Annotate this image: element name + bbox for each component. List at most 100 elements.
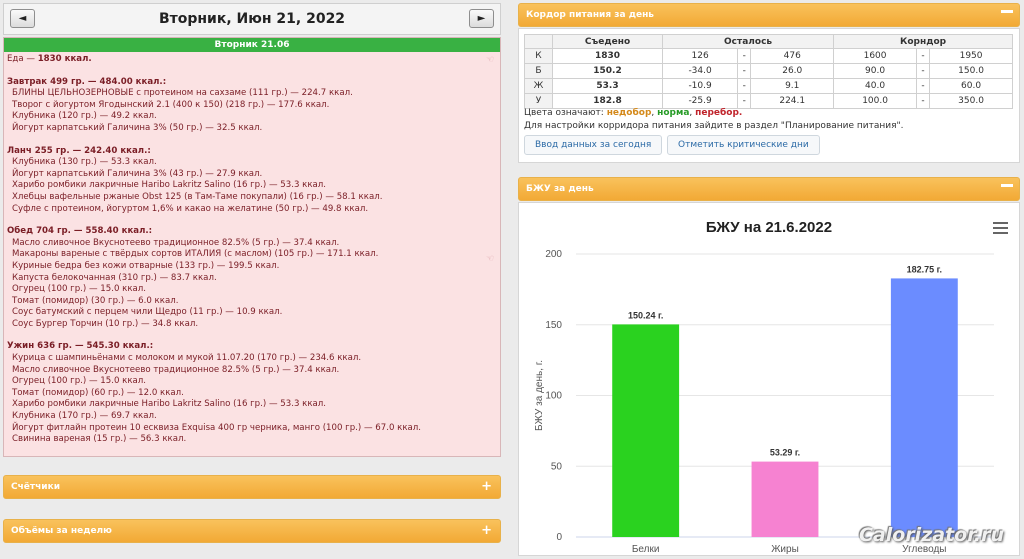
food-item[interactable]: Творог с йогуртом Ягодынский 2.1 (400 к …	[12, 99, 330, 110]
left-max-cell: 224.1	[750, 93, 835, 109]
y-tick-label: 200	[545, 249, 562, 260]
eaten-cell: 182.8	[552, 93, 663, 109]
eaten-cell: 1830	[552, 48, 663, 64]
food-item[interactable]: Масло сливочное Вкуснотеево традиционное…	[12, 237, 340, 248]
next-day-button[interactable]: ►	[469, 9, 494, 28]
y-axis-label: БЖУ за день, г.	[534, 360, 545, 431]
hand-pointer-icon: ☜	[486, 254, 495, 264]
day-header: Вторник 21.06	[4, 38, 500, 52]
dash-cell: -	[737, 48, 752, 64]
corridor-panel-title: Кордор питания за день	[526, 10, 654, 20]
bju-panel-header[interactable]: БЖУ за день	[518, 177, 1020, 201]
dash-cell: -	[915, 93, 931, 109]
left-min-cell: -10.9	[661, 78, 739, 94]
left-min-cell: -34.0	[661, 63, 739, 79]
collapse-minus-icon[interactable]	[1001, 10, 1013, 13]
food-item[interactable]: Томат (помидор) (30 гр.) — 6.0 ккал.	[12, 295, 179, 306]
food-item[interactable]: Макароны вареные с твёрдых сортов ИТАЛИЯ…	[12, 249, 379, 260]
day-total: Еда — 1830 ккал.	[7, 54, 497, 66]
meal-title: Ужин 636 гр. — 545.30 ккал.:	[7, 341, 154, 352]
corridor-min-cell: 1600	[833, 48, 917, 64]
eaten-cell: 53.3	[552, 78, 663, 94]
food-item[interactable]: Куриные бедра без кожи отварные (133 гр.…	[12, 260, 280, 271]
weekly-volumes-accordion[interactable]: Объёмы за неделю +	[3, 519, 501, 543]
meal-title: Обед 704 гр. — 558.40 ккал.:	[7, 226, 153, 237]
corridor-max-cell: 350.0	[929, 93, 1013, 109]
bju-panel-title: БЖУ за день	[526, 184, 594, 194]
right-column: Кордор питания за день Съедено Осталось …	[514, 0, 1024, 556]
food-item[interactable]: Томат (помидор) (60 гр.) — 12.0 ккал.	[12, 387, 184, 398]
prev-day-button[interactable]: ◄	[10, 9, 35, 28]
collapse-minus-icon[interactable]	[1001, 184, 1013, 187]
chart-title: БЖУ на 21.6.2022	[706, 219, 832, 236]
food-item[interactable]: Суфле с протеином, йогуртом 1,6% и какао…	[12, 203, 369, 214]
color-sep: ,	[651, 108, 658, 118]
food-item[interactable]: Огурец (100 гр.) — 15.0 ккал.	[12, 376, 147, 387]
counters-title: Счётчики	[11, 482, 61, 492]
left-column: ◄ Вторник, Июн 21, 2022 ► Вторник 21.06 …	[0, 0, 506, 556]
weekly-volumes-title: Объёмы за неделю	[11, 526, 112, 536]
bar-жиры	[751, 461, 819, 537]
day-total-label: Еда —	[7, 54, 38, 64]
food-item[interactable]: Клубника (130 гр.) — 53.3 ккал.	[12, 157, 157, 168]
corridor-panel-header[interactable]: Кордор питания за день	[518, 3, 1020, 27]
bju-chart-svg: БЖУ на 21.6.2022 0 50 100 150 200 БЖУ за день,…	[534, 219, 994, 555]
date-title: Вторник, Июн 21, 2022	[158, 11, 346, 27]
food-item[interactable]: Харибо ромбики лакричные Haribo Lakritz …	[12, 180, 327, 191]
left-header: Осталось	[661, 34, 835, 49]
left-max-cell: 476	[750, 48, 835, 64]
y-tick-label: 150	[545, 320, 562, 331]
nutrient-cell: Б	[524, 63, 553, 79]
dash-cell: -	[737, 93, 752, 109]
food-item[interactable]: Соус Бургер Торчин (10 гр.) — 34.8 ккал.	[12, 318, 199, 329]
expand-plus-icon[interactable]: +	[481, 523, 492, 538]
left-max-cell: 9.1	[750, 78, 835, 94]
x-tick-label: Углеводы	[902, 544, 946, 555]
food-item[interactable]: Хлебцы вафельные ржаные Obst 125 (в Там-…	[12, 191, 383, 202]
dash-cell: -	[915, 78, 931, 94]
corridor-hint: Для настройки корридора питания зайдите …	[524, 121, 904, 131]
bar-белки	[612, 324, 680, 537]
corridor-panel: Съедено Осталось Корндор К 1830 126-476 160…	[518, 28, 1020, 163]
y-tick-label: 100	[545, 391, 562, 402]
chart-menu-icon[interactable]	[993, 222, 1008, 234]
date-navigation-bar: ◄ Вторник, Июн 21, 2022 ►	[3, 3, 501, 35]
food-item[interactable]: Огурец (100 гр.) — 15.0 ккал.	[12, 284, 147, 295]
color-sep: ,	[689, 108, 696, 118]
bar-углеводы	[890, 278, 958, 537]
food-item[interactable]: Капуста белокочанная (310 гр.) — 83.7 кк…	[12, 272, 217, 283]
bju-chart: БЖУ на 21.6.2022 0 50 100 150 200 БЖУ за день,…	[524, 208, 1014, 555]
food-item[interactable]: Клубника (120 гр.) — 49.2 ккал.	[12, 111, 157, 122]
food-item[interactable]: Свинина вареная (15 гр.) — 56.3 ккал.	[12, 434, 187, 445]
food-item[interactable]: Йогурт фитлайн протеин 10 есквиза Exquis…	[12, 422, 422, 433]
color-legend: Цвета означают: недобор, норма, перебор.	[524, 108, 742, 118]
y-tick-label: 50	[551, 461, 563, 472]
corridor-max-cell: 150.0	[929, 63, 1013, 79]
data-label: 53.29 г.	[770, 448, 800, 458]
food-item[interactable]: Йогурт карпатський Галичина 3% (43 гр.) …	[12, 168, 263, 179]
dash-cell: -	[737, 78, 752, 94]
watermark-logo: Calorizator.ru	[858, 524, 1004, 546]
color-over: перебор.	[695, 108, 743, 118]
dash-cell: -	[915, 48, 931, 64]
eaten-header: Съедено	[552, 34, 663, 49]
food-item[interactable]: Йогурт карпатський Галичина 3% (50 гр.) …	[12, 122, 263, 133]
food-item[interactable]: Клубника (170 гр.) — 69.7 ккал.	[12, 411, 157, 422]
food-item[interactable]: Курица с шампиньёнами с молоком и мукой …	[12, 353, 362, 364]
day-total-value: 1830 ккал.	[37, 54, 92, 64]
nutrient-cell: У	[524, 93, 553, 109]
food-item[interactable]: Соус батумский с перцем чили Щедро (11 г…	[12, 307, 283, 318]
food-item[interactable]: БЛИНЫ ЦЕЛЬНОЗЕРНОВЫЕ с протеином на сахз…	[12, 88, 353, 99]
food-item[interactable]: Харибо ромбики лакричные Haribo Lakritz …	[12, 399, 327, 410]
food-item[interactable]: Масло сливочное Вкуснотеево традиционное…	[12, 364, 340, 375]
expand-plus-icon[interactable]: +	[481, 479, 492, 494]
corner-header	[524, 34, 553, 49]
corridor-row: Ж 53.3 -10.9-9.1 40.0-60.0	[524, 78, 1013, 94]
mark-critical-days-button[interactable]: Отметить критические дни	[667, 135, 820, 155]
data-label: 182.75 г.	[907, 264, 942, 274]
day-diary-body: Еда — 1830 ккал. Завтрак 499 гр. — 484.0…	[4, 52, 500, 448]
color-norm: норма	[657, 108, 690, 118]
counters-accordion[interactable]: Счётчики +	[3, 475, 501, 499]
meal-title: Завтрак 499 гр. — 484.00 ккал.:	[7, 76, 167, 87]
enter-today-data-button[interactable]: Ввод данных за сегодня	[524, 135, 663, 155]
